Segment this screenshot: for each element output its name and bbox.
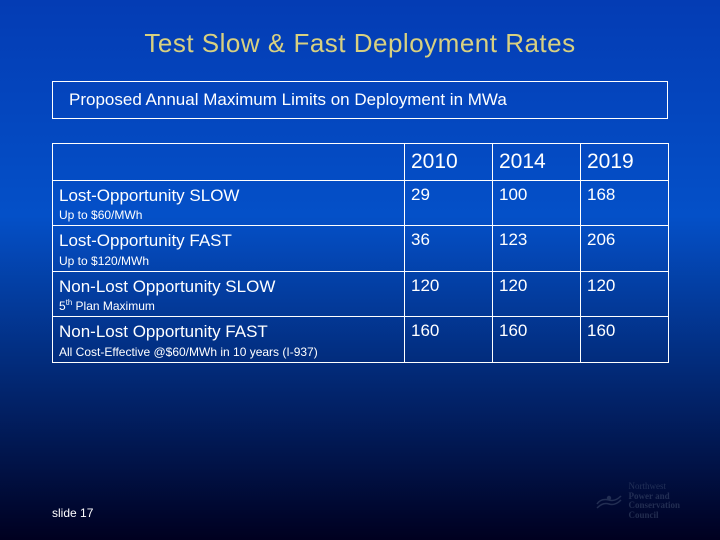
subtitle-text: Proposed Annual Maximum Limits on Deploy…	[69, 90, 651, 110]
row-label-main: Non-Lost Opportunity FAST	[59, 321, 398, 342]
table-cell: 120	[405, 271, 493, 316]
footer-logo: Northwest Power and Conservation Council	[595, 482, 681, 520]
table-cell: 206	[581, 226, 669, 271]
row-label-sub: All Cost-Effective @$60/MWh in 10 years …	[59, 344, 398, 360]
table-header-year-2: 2019	[581, 144, 669, 181]
deployment-table: 2010 2014 2019 Lost-Opportunity SLOWUp t…	[52, 143, 669, 363]
table-header-row: 2010 2014 2019	[53, 144, 669, 181]
table-row: Non-Lost Opportunity FAST All Cost-Effect…	[53, 317, 669, 362]
table-cell: 168	[581, 181, 669, 226]
row-label-sub: Up to $120/MWh	[59, 253, 398, 269]
row-label-main: Non-Lost Opportunity SLOW	[59, 276, 398, 297]
table-header-blank	[53, 144, 405, 181]
table-row-label: Non-Lost Opportunity FAST All Cost-Effect…	[53, 317, 405, 362]
table-cell: 123	[493, 226, 581, 271]
subtitle-box: Proposed Annual Maximum Limits on Deploy…	[52, 81, 668, 119]
slide-number: slide 17	[52, 506, 93, 520]
logo-text: Northwest Power and Conservation Council	[629, 482, 681, 520]
table-row: Lost-Opportunity SLOWUp to $60/MWh291001…	[53, 181, 669, 226]
row-label-sub: 5th Plan Maximum	[59, 298, 398, 314]
table-cell: 100	[493, 181, 581, 226]
table-row: Non-Lost Opportunity SLOW5th Plan Maximu…	[53, 271, 669, 316]
footer: slide 17 Northwest Power and Conservatio…	[52, 482, 680, 520]
row-label-main: Lost-Opportunity SLOW	[59, 185, 398, 206]
table-cell: 36	[405, 226, 493, 271]
row-label-main: Lost-Opportunity FAST	[59, 230, 398, 251]
table-row-label: Lost-Opportunity SLOWUp to $60/MWh	[53, 181, 405, 226]
slide-title: Test Slow & Fast Deployment Rates	[0, 0, 720, 59]
table-cell: 29	[405, 181, 493, 226]
logo-mark-icon	[595, 490, 623, 512]
table-cell: 160	[493, 317, 581, 362]
table-header-year-0: 2010	[405, 144, 493, 181]
logo-line-3: Council	[629, 510, 659, 520]
table-header-year-1: 2014	[493, 144, 581, 181]
table-row: Lost-Opportunity FAST Up to $120/MWh 36123…	[53, 226, 669, 271]
table-row-label: Lost-Opportunity FAST Up to $120/MWh	[53, 226, 405, 271]
table-cell: 120	[581, 271, 669, 316]
row-label-sub: Up to $60/MWh	[59, 207, 398, 223]
table-cell: 120	[493, 271, 581, 316]
table-cell: 160	[405, 317, 493, 362]
table-row-label: Non-Lost Opportunity SLOW5th Plan Maximu…	[53, 271, 405, 316]
table-cell: 160	[581, 317, 669, 362]
